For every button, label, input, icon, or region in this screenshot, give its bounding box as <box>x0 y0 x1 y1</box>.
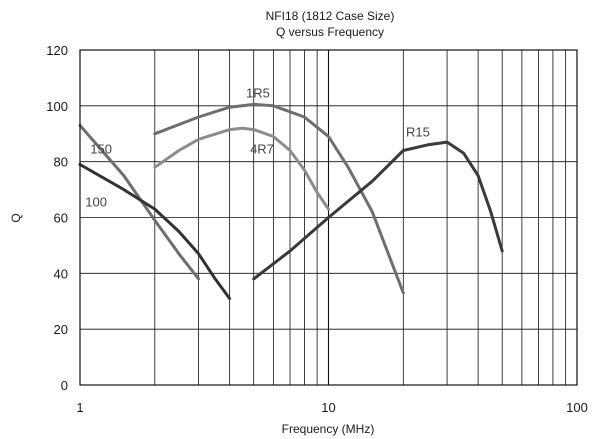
series-label-1r5: 1R5 <box>246 85 270 100</box>
y-tick-label: 100 <box>46 99 68 114</box>
series-line-r15 <box>252 140 504 281</box>
y-tick-label: 0 <box>61 378 68 393</box>
series-line-4r7 <box>153 126 330 211</box>
y-axis-label: Q <box>9 213 23 222</box>
y-tick-label: 80 <box>54 155 68 170</box>
tick-labels: 1 10 100 0 20 40 60 80 100 120 <box>46 43 588 415</box>
y-tick-label: 60 <box>54 211 68 226</box>
x-tick-label: 100 <box>566 400 588 415</box>
chart-subtitle: Q versus Frequency <box>276 25 384 39</box>
x-axis-label: Frequency (MHz) <box>282 422 375 436</box>
grid <box>80 50 577 385</box>
y-tick-label: 120 <box>46 43 68 58</box>
x-tick-label: 10 <box>321 400 335 415</box>
y-tick-label: 20 <box>54 322 68 337</box>
series-label-100: 100 <box>85 194 107 209</box>
series-labels: 1R5 4R7 150 100 R15 <box>85 85 430 209</box>
series-line-100 <box>78 163 232 300</box>
chart-title: NFI18 (1812 Case Size) <box>266 9 395 23</box>
series-line-150 <box>78 123 201 281</box>
y-tick-label: 40 <box>54 266 68 281</box>
series-label-4r7: 4R7 <box>250 141 274 156</box>
series-lines <box>78 102 504 300</box>
x-tick-label: 1 <box>76 400 83 415</box>
series-label-r15: R15 <box>406 125 430 140</box>
plot-frame <box>79 49 578 386</box>
series-label-150: 150 <box>90 141 112 156</box>
